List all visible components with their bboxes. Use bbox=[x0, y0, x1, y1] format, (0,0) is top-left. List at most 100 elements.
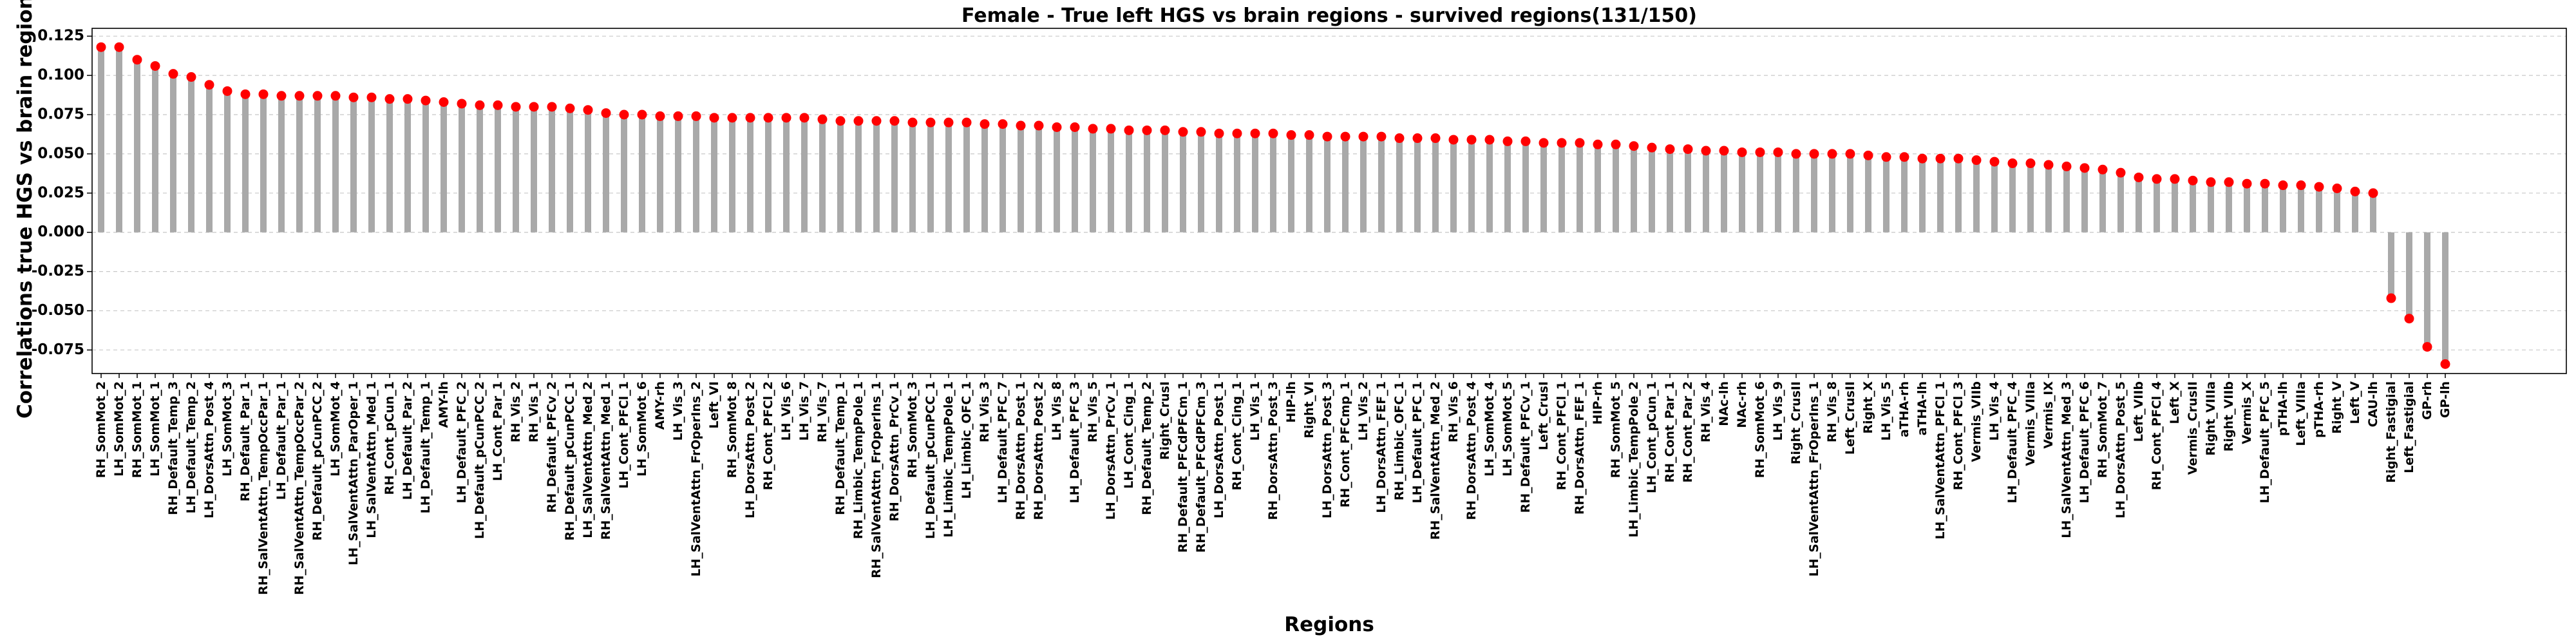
lollipop-stem bbox=[1090, 128, 1096, 232]
lollipop-stem bbox=[1793, 153, 1799, 232]
x-tick-label: aTHA-lh bbox=[1915, 381, 1929, 435]
lollipop-marker bbox=[348, 92, 359, 102]
lollipop-marker bbox=[2314, 182, 2324, 192]
lollipop-stem bbox=[999, 124, 1006, 232]
lollipop-marker bbox=[96, 42, 106, 52]
lollipop-stem bbox=[2136, 177, 2142, 232]
x-tick-label: RH_Vis_1 bbox=[527, 381, 541, 442]
lollipop-stem bbox=[945, 122, 952, 232]
x-tick-label: LH_SalVentAttn_FrOperIns_2 bbox=[689, 381, 703, 576]
lollipop-stem bbox=[188, 77, 194, 232]
lollipop-stem bbox=[2154, 178, 2160, 232]
x-tick-label: RH_Vis_8 bbox=[1825, 381, 1839, 442]
lollipop-marker bbox=[1502, 136, 1513, 146]
x-tick-label: LH_Vis_1 bbox=[1248, 381, 1262, 440]
x-tick-label: aTHA-rh bbox=[1897, 381, 1911, 437]
lollipop-stem bbox=[1522, 141, 1529, 232]
y-tick-label: -0.050 bbox=[32, 302, 84, 319]
lollipop-marker bbox=[2206, 177, 2216, 187]
x-tick-label: LH_SalVentAttn_Med_2 bbox=[581, 381, 595, 538]
x-tick-label: RH_Default_pCunPCC_1 bbox=[563, 381, 577, 541]
lollipop-stem bbox=[404, 99, 411, 232]
lollipop-stem bbox=[314, 95, 321, 232]
x-tick-label: RH_SalVentAttn_TempOccPar_1 bbox=[256, 381, 270, 595]
lollipop-marker bbox=[258, 89, 269, 99]
x-tick-label: RH_SomMot_5 bbox=[1609, 381, 1623, 478]
x-tick-label: RH_Default_PFCdPFCm_1 bbox=[1176, 381, 1190, 553]
lollipop-marker bbox=[1394, 133, 1405, 144]
x-tick-label: RH_Default_PFCv_1 bbox=[1519, 381, 1533, 513]
x-tick-label: RH_DorsAttn_Post_3 bbox=[1266, 381, 1280, 520]
lollipop-stem bbox=[1558, 142, 1565, 232]
x-tick-label: RH_Vis_4 bbox=[1699, 381, 1713, 442]
x-tick-label: Vermis_X bbox=[2240, 381, 2254, 444]
lollipop-marker bbox=[1863, 150, 1873, 160]
lollipop-stem bbox=[675, 116, 681, 232]
lollipop-stem bbox=[422, 100, 429, 232]
lollipop-stem bbox=[1865, 155, 1871, 232]
lollipop-marker bbox=[511, 102, 521, 112]
x-tick-label: RH_SalVentAttn_Med_2 bbox=[1428, 381, 1443, 540]
lollipop-marker bbox=[2368, 188, 2378, 198]
x-tick-label: LH_Vis_8 bbox=[1050, 381, 1064, 440]
lollipop-stem bbox=[1847, 153, 1853, 232]
lollipop-marker bbox=[817, 114, 828, 124]
x-tick-label: LH_Vis_9 bbox=[1771, 381, 1785, 440]
x-tick-label: LH_Default_pCunPCC_1 bbox=[923, 381, 938, 539]
x-tick-label: RH_Cont_PFCmp_1 bbox=[1338, 381, 1352, 507]
lollipop-marker bbox=[1557, 138, 1567, 148]
x-tick-label: LH_Limbic_OFC_1 bbox=[960, 381, 974, 499]
lollipop-marker bbox=[204, 80, 214, 90]
y-axis-ticks: -0.075 -0.050 -0.025 0.000 0.025 0.050 0.075 0.… bbox=[32, 28, 92, 358]
lollipop-marker bbox=[871, 116, 882, 126]
lollipop-marker bbox=[853, 116, 864, 126]
x-tick-label: Left_CrusII bbox=[1843, 381, 1857, 455]
lollipop-marker bbox=[2079, 163, 2090, 173]
lollipop-stem bbox=[1919, 158, 1926, 232]
x-tick-label: LH_SomMot_5 bbox=[1501, 381, 1515, 477]
marker-layer bbox=[96, 42, 2450, 369]
lollipop-marker bbox=[1340, 131, 1350, 142]
lollipop-marker bbox=[276, 91, 287, 101]
lollipop-stem bbox=[2424, 232, 2430, 347]
lollipop-stem bbox=[1955, 158, 1962, 232]
x-axis-label: Regions bbox=[1284, 613, 1374, 636]
lollipop-stem bbox=[98, 47, 104, 232]
lollipop-marker bbox=[2170, 174, 2180, 184]
lollipop-stem bbox=[1072, 127, 1078, 232]
lollipop-marker bbox=[637, 109, 647, 120]
lollipop-marker bbox=[168, 69, 178, 79]
lollipop-stem bbox=[693, 116, 699, 232]
x-tick-label: LH_SalVentAttn_Med_1 bbox=[365, 381, 379, 538]
x-tick-label: LH_Default_PFC_6 bbox=[2078, 381, 2092, 503]
x-tick-label: LH_Default_pCunPCC_2 bbox=[473, 381, 487, 539]
x-tick-label: RH_Vis_7 bbox=[815, 381, 829, 442]
lollipop-stem bbox=[386, 99, 393, 232]
lollipop-stem bbox=[1595, 144, 1601, 232]
lollipop-stem bbox=[1306, 135, 1312, 232]
lollipop-stem bbox=[981, 124, 988, 232]
chart-title: Female - True left HGS vs brain regions … bbox=[961, 5, 1697, 27]
lollipop-stem bbox=[2027, 163, 2034, 232]
x-tick-label: LH_Default_PFC_1 bbox=[1410, 381, 1425, 503]
x-tick-label: RH_Vis_3 bbox=[978, 381, 992, 442]
x-tick-label: LH_SomMot_2 bbox=[112, 381, 126, 477]
lollipop-marker bbox=[619, 109, 629, 120]
lollipop-marker bbox=[1935, 153, 1946, 164]
lollipop-stem bbox=[2262, 184, 2268, 232]
lollipop-marker bbox=[132, 55, 142, 65]
x-tick-label: LH_Default_PFC_2 bbox=[455, 381, 469, 503]
x-tick-label: LH_SalVentAttn_PFCl_1 bbox=[1933, 381, 1947, 540]
x-tick-label: LH_Vis_7 bbox=[797, 381, 811, 440]
lollipop-marker bbox=[1881, 152, 1891, 162]
lollipop-marker bbox=[727, 113, 737, 123]
x-tick-label: RH_Cont_Par_2 bbox=[1681, 381, 1695, 482]
lollipop-stem bbox=[152, 66, 158, 232]
lollipop-stem bbox=[1577, 142, 1583, 232]
lollipop-marker bbox=[312, 91, 323, 101]
lollipop-marker bbox=[1250, 128, 1260, 138]
lollipop-stem bbox=[1829, 153, 1835, 232]
y-tick-label: 0.075 bbox=[37, 106, 84, 123]
lollipop-stem bbox=[1937, 158, 1944, 232]
